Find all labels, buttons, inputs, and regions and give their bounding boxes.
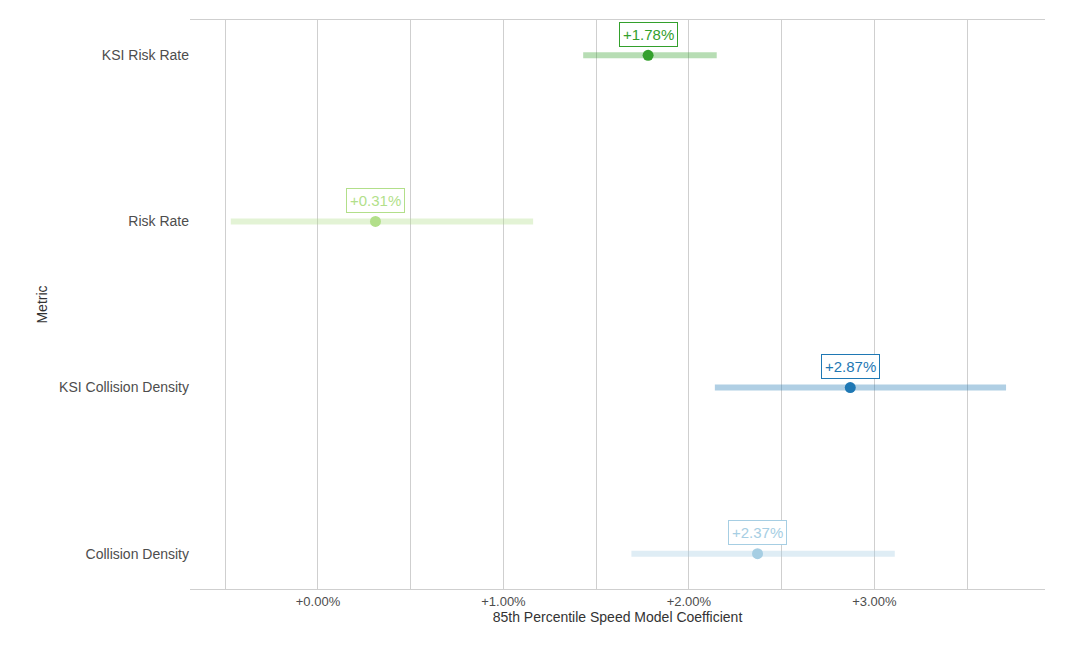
svg-text:85th Percentile Speed Model Co: 85th Percentile Speed Model Coefficient	[493, 609, 743, 625]
svg-text:KSI Collision Density: KSI Collision Density	[59, 379, 189, 395]
svg-text:Risk Rate: Risk Rate	[128, 213, 189, 229]
svg-text:Collision Density: Collision Density	[86, 546, 189, 562]
svg-text:+1.78%: +1.78%	[623, 26, 674, 43]
svg-text:KSI Risk Rate: KSI Risk Rate	[102, 47, 189, 63]
svg-text:+3.00%: +3.00%	[852, 594, 897, 609]
svg-text:+2.37%: +2.37%	[732, 524, 783, 541]
svg-text:+0.00%: +0.00%	[296, 594, 341, 609]
svg-text:+0.31%: +0.31%	[350, 192, 401, 209]
svg-text:+1.00%: +1.00%	[481, 594, 526, 609]
svg-text:+2.00%: +2.00%	[667, 594, 712, 609]
svg-text:Metric: Metric	[34, 285, 50, 323]
svg-text:+2.87%: +2.87%	[825, 358, 876, 375]
